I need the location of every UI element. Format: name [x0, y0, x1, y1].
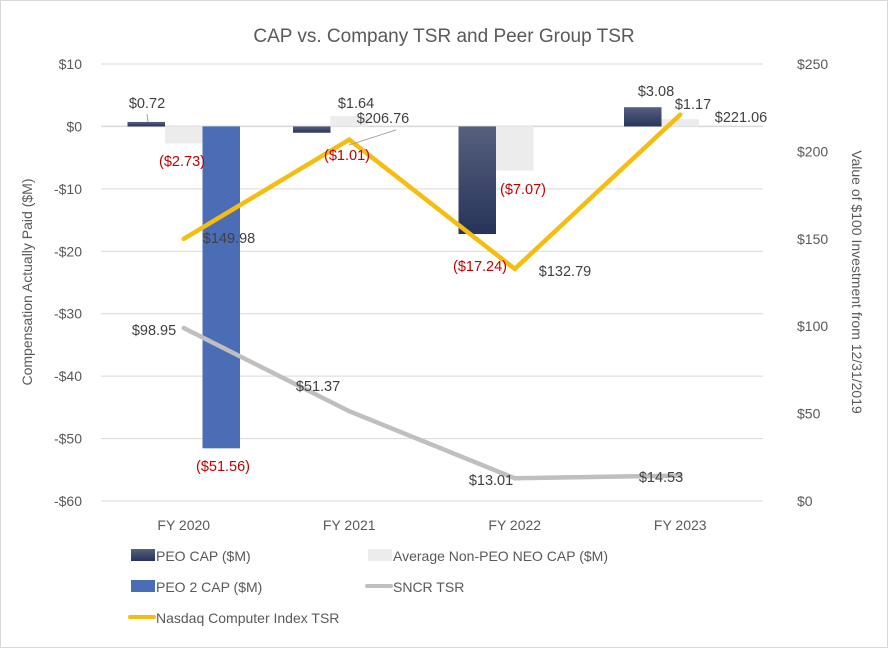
left-tick-label: -$60: [54, 493, 82, 509]
legend-label: SNCR TSR: [393, 579, 464, 595]
x-axis-ticks: FY 2020 FY 2021 FY 2022 FY 2023: [157, 517, 706, 533]
data-labels-layer: $0.72 ($1.01) ($17.24) $3.08 ($2.73) $1.64 ($7…: [129, 84, 767, 489]
right-tick-label: $100: [797, 318, 828, 334]
bar-peo-cap-m: [293, 126, 331, 133]
bar-peo-cap-m: [624, 107, 662, 127]
data-label: $149.98: [203, 231, 255, 247]
left-tick-label: -$50: [54, 431, 82, 447]
data-label: $1.17: [675, 97, 711, 113]
right-tick-label: $150: [797, 231, 828, 247]
legend-swatch: [131, 549, 155, 561]
lines-layer: [181, 112, 683, 481]
right-tick-label: $200: [797, 143, 828, 159]
legend-item: PEO 2 CAP ($M): [131, 579, 262, 595]
data-label: $51.37: [296, 379, 340, 395]
bar-peo-cap-m: [127, 121, 165, 127]
bar-average-non-peo-neo-cap-m: [661, 119, 699, 127]
x-tick-label: FY 2021: [323, 517, 376, 533]
data-label: $98.95: [132, 323, 176, 339]
data-label: ($2.73): [159, 154, 205, 170]
leader-line: [146, 113, 149, 123]
bar-average-non-peo-neo-cap-m: [330, 116, 368, 127]
legend-item: Nasdaq Computer Index TSR: [128, 610, 339, 626]
bars-layer: [127, 107, 699, 449]
data-label: $221.06: [715, 110, 767, 126]
chart-title: CAP vs. Company TSR and Peer Group TSR: [253, 26, 634, 47]
right-tick-label: $50: [797, 406, 821, 422]
bar-average-non-peo-neo-cap-m: [496, 126, 534, 171]
leader-line: [348, 129, 397, 146]
data-label: $132.79: [539, 264, 591, 280]
bar-peo-cap-m: [458, 126, 496, 235]
data-label: $14.53: [639, 470, 683, 486]
legend-swatch: [131, 580, 155, 592]
x-tick-label: FY 2020: [157, 517, 210, 533]
x-tick-label: FY 2022: [488, 517, 541, 533]
data-label: ($17.24): [453, 259, 507, 275]
left-tick-label: -$10: [54, 181, 82, 197]
data-label: $13.01: [469, 473, 513, 489]
right-tick-label: $0: [797, 493, 813, 509]
left-tick-label: $0: [66, 118, 82, 134]
left-tick-label: -$20: [54, 243, 82, 259]
right-axis-ticks: $250 $200 $150 $100 $50 $0: [797, 56, 828, 509]
data-label: ($7.07): [500, 182, 546, 198]
bar-average-non-peo-neo-cap-m: [165, 126, 203, 144]
legend-label: Nasdaq Computer Index TSR: [156, 610, 339, 626]
left-axis-title: Compensation Actually Paid ($M): [19, 179, 35, 386]
data-label: $0.72: [129, 96, 165, 112]
legend-label: PEO 2 CAP ($M): [156, 579, 262, 595]
line-sncr-tsr: [181, 325, 683, 481]
legend-item: Average Non-PEO NEO CAP ($M): [368, 548, 608, 564]
legend-item: PEO CAP ($M): [131, 548, 251, 564]
data-label: $1.64: [338, 96, 374, 112]
legend-label: Average Non-PEO NEO CAP ($M): [393, 548, 608, 564]
legend: PEO CAP ($M) Average Non-PEO NEO CAP ($M)…: [128, 548, 608, 626]
legend-item: SNCR TSR: [365, 579, 464, 595]
left-tick-label: -$40: [54, 368, 82, 384]
data-label: ($51.56): [196, 459, 250, 475]
line-nasdaq-computer-index-tsr: [181, 112, 683, 272]
legend-label: PEO CAP ($M): [156, 548, 251, 564]
data-label: $3.08: [638, 84, 674, 100]
legend-swatch: [368, 549, 392, 561]
x-tick-label: FY 2023: [654, 517, 707, 533]
data-label: $206.76: [357, 111, 409, 127]
left-axis-ticks: $10 $0 -$10 -$20 -$30 -$40 -$50 -$60: [54, 56, 82, 509]
right-axis-title: Value of $100 Investment from 12/31/2019: [849, 150, 865, 414]
bar-peo-2-cap-m: [202, 126, 240, 449]
left-tick-label: -$30: [54, 306, 82, 322]
left-tick-label: $10: [59, 56, 83, 72]
right-tick-label: $250: [797, 56, 828, 72]
data-label: ($1.01): [324, 148, 370, 164]
